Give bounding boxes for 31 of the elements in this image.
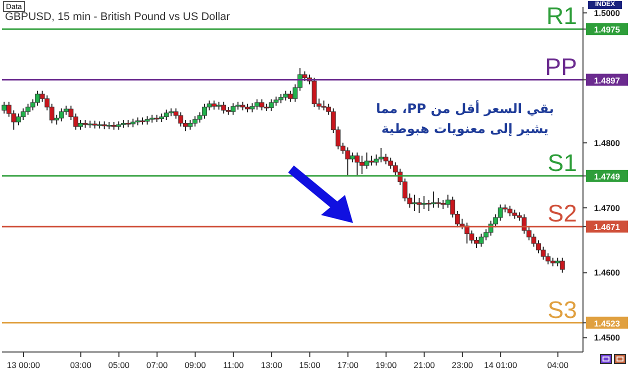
y-tick-label: 1.4749 [594,171,620,182]
y-tick-label: 1.4800 [594,138,620,148]
y-tick-label: 1.4700 [594,202,620,213]
y-tick-label: 1.4600 [594,268,620,278]
x-tick-label: 04:00 [547,360,569,370]
x-tick-label: 15:00 [299,360,321,370]
x-tick-label: 23:00 [452,360,474,370]
x-tick-label: 21:00 [414,360,436,370]
x-tick-label: 05:00 [108,360,130,370]
y-tick-label: 1.4500 [594,332,620,343]
ref-line-label: S1 [548,150,577,177]
x-tick-label: 13 00:00 [6,360,40,370]
x-tick-label: 14 01:00 [484,360,518,370]
y-tick-label: 1.4671 [594,222,620,232]
ref-line-label: S2 [548,200,577,228]
y-tick-label: 1.5000 [594,8,620,18]
x-tick-label: 17:00 [337,360,359,370]
ref-line-label: S3 [548,296,577,324]
y-tick-label: 1.4975 [594,24,620,35]
x-tick-label: 13:00 [260,360,282,370]
annotation: بقي السعر أقل من PP، مما يشير إلى معنويات هبوطية [375,100,555,139]
ref-line-label: R1 [546,3,577,30]
y-tick-label: 1.4897 [594,75,620,86]
x-tick-label: 19:00 [375,360,397,370]
x-tick-label: 07:00 [146,360,168,370]
x-tick-label: 09:00 [184,360,206,370]
chart-title: GBPUSD, 15 min - British Pound vs US Dollar [5,11,230,23]
y-tick-label: 1.4523 [594,318,620,328]
x-tick-label: 11:00 [223,360,244,370]
x-tick-label: 03:00 [70,360,92,370]
ref-line-label: PP [544,54,577,81]
